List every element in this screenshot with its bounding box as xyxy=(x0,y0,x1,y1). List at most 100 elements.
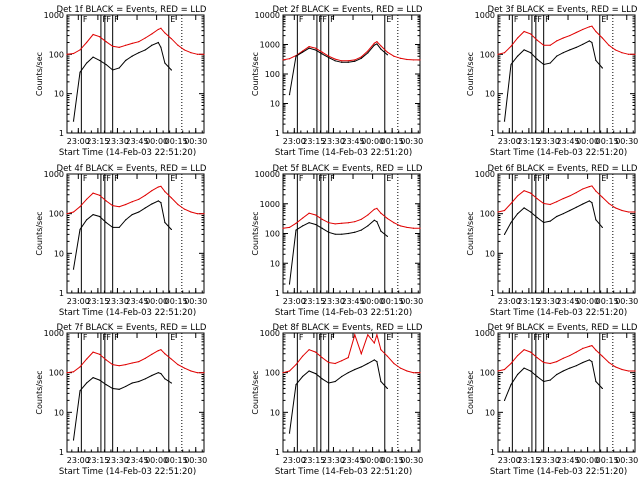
x-tick-label: 23:00 xyxy=(283,137,306,146)
y-tick-label: 1000 xyxy=(44,329,64,338)
data-point-lld xyxy=(360,353,362,355)
y-tick-label: 10 xyxy=(270,100,280,109)
data-point-events xyxy=(373,359,375,361)
data-point-lld xyxy=(373,42,375,44)
data-point-events xyxy=(516,55,519,57)
x-tick-label: 00:30 xyxy=(184,456,207,465)
panel-det-5: Det 5f BLACK = Events, RED = LLD 1 10 100 10… xyxy=(251,164,423,318)
data-point-events xyxy=(556,373,558,376)
series-line-events xyxy=(73,200,172,270)
data-point-lld xyxy=(510,45,512,47)
data-point-lld xyxy=(497,370,499,372)
data-point-lld xyxy=(301,355,304,357)
data-point-events xyxy=(367,225,369,227)
data-point-lld xyxy=(105,41,107,43)
interval-marker-label: E xyxy=(601,333,606,342)
data-point-lld xyxy=(196,372,199,374)
x-tick-label: 23:15 xyxy=(517,456,540,465)
x-tick-label: 23:30 xyxy=(106,297,129,306)
data-point-events xyxy=(386,235,388,237)
data-point-lld xyxy=(575,31,577,34)
x-tick-label: 23:30 xyxy=(322,137,345,146)
data-point-events xyxy=(144,378,146,380)
x-tick-label: 00:15 xyxy=(381,137,404,146)
plot-frame xyxy=(497,173,636,294)
data-point-events xyxy=(295,229,297,231)
series-line-events xyxy=(73,372,172,441)
interval-marker-label: F xyxy=(322,333,327,342)
data-point-events xyxy=(131,382,133,384)
interval-marker-label: F xyxy=(83,15,88,24)
panel-title: Det 5f BLACK = Events, RED = LLD xyxy=(273,164,423,174)
panel-title: Det 9f BLACK = Events, RED = LLD xyxy=(488,323,638,333)
x-tick-label: 00:15 xyxy=(165,137,188,146)
x-tick-label: 23:00 xyxy=(498,456,521,465)
data-point-events xyxy=(516,213,519,215)
x-axis-label: Start Time (14-Feb-03 22:51:20) xyxy=(59,467,196,477)
data-point-lld xyxy=(386,51,388,53)
data-point-lld xyxy=(170,38,172,40)
y-tick-label: 10 xyxy=(54,90,64,99)
data-point-lld xyxy=(595,30,597,33)
data-point-events xyxy=(575,46,577,49)
data-point-lld xyxy=(144,37,146,39)
data-point-lld xyxy=(99,353,101,355)
data-point-lld xyxy=(569,34,571,37)
data-point-events xyxy=(112,69,114,71)
data-point-lld xyxy=(399,57,402,59)
data-point-events xyxy=(575,206,577,208)
x-tick-label: 00:00 xyxy=(361,297,384,306)
data-point-events xyxy=(92,56,94,58)
data-point-lld xyxy=(376,41,378,43)
data-point-lld xyxy=(85,198,88,200)
interval-marker-label: F xyxy=(114,15,119,24)
data-point-lld xyxy=(595,349,597,351)
x-tick-label: 00:00 xyxy=(361,137,384,146)
data-point-lld xyxy=(112,204,114,207)
data-point-events xyxy=(549,220,551,222)
interval-marker-label: F xyxy=(545,333,550,342)
data-point-lld xyxy=(536,197,538,200)
data-point-lld xyxy=(144,194,146,196)
data-point-lld xyxy=(79,49,81,51)
data-point-events xyxy=(288,283,291,285)
x-tick-label: 00:00 xyxy=(361,456,384,465)
x-tick-label: 00:00 xyxy=(145,456,168,465)
interval-marker-label: E xyxy=(601,15,606,24)
data-point-events xyxy=(562,213,564,215)
y-tick-label: 10 xyxy=(270,408,280,417)
data-point-events xyxy=(347,232,349,235)
data-point-lld xyxy=(196,53,199,55)
data-point-events xyxy=(373,44,375,46)
data-point-events xyxy=(591,202,593,204)
interval-marker-label: F xyxy=(114,174,119,183)
data-point-lld xyxy=(288,370,291,372)
data-point-lld xyxy=(393,222,395,224)
x-axis-label: Start Time (14-Feb-03 22:51:20) xyxy=(59,308,196,318)
interval-marker-label: F xyxy=(514,174,519,183)
data-point-events xyxy=(105,221,107,224)
x-axis-label: Start Time (14-Feb-03 22:51:20) xyxy=(59,148,196,158)
data-point-lld xyxy=(412,372,415,374)
data-point-lld xyxy=(516,354,519,357)
data-point-lld xyxy=(536,356,538,359)
data-point-lld xyxy=(66,53,68,55)
data-point-events xyxy=(556,55,558,57)
data-point-lld xyxy=(582,347,584,349)
data-point-lld xyxy=(183,49,186,51)
interval-marker-label: F xyxy=(330,174,335,183)
data-point-lld xyxy=(503,52,506,54)
panel-det-8: Det 8f BLACK = Events, RED = LLD 1 10 100 10… xyxy=(251,323,423,477)
data-point-events xyxy=(308,370,310,372)
data-point-lld xyxy=(105,200,107,202)
x-tick-label: 23:45 xyxy=(556,456,579,465)
x-tick-label: 23:15 xyxy=(86,456,109,465)
panel-det-9: Det 9f BLACK = Events, RED = LLD 1 10 100 10… xyxy=(466,323,638,477)
data-point-events xyxy=(72,268,75,270)
y-tick-label: 1 xyxy=(59,289,64,298)
data-point-events xyxy=(288,432,291,434)
data-point-events xyxy=(92,213,94,216)
y-tick-label: 10 xyxy=(485,90,495,99)
data-point-lld xyxy=(627,211,630,213)
data-point-lld xyxy=(543,361,545,364)
